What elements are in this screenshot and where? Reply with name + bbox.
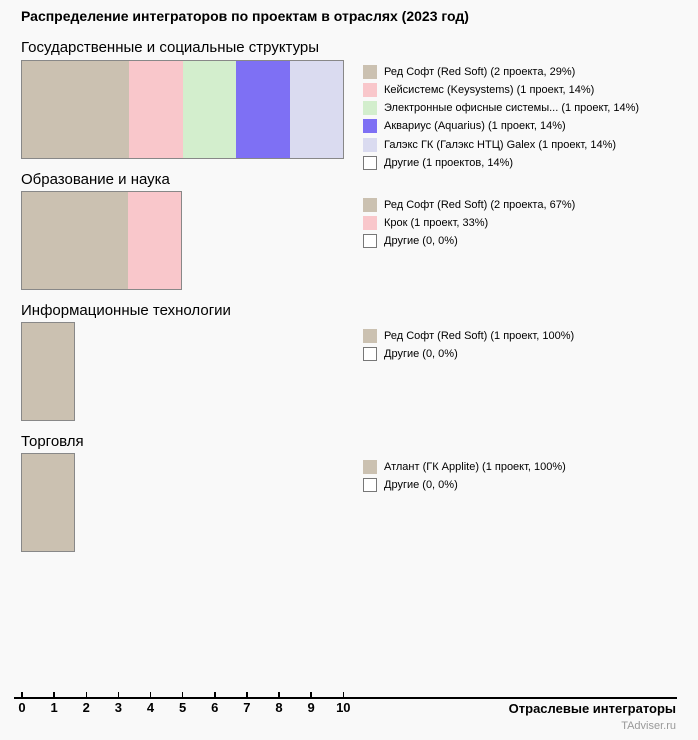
stacked-bar [21,60,344,159]
legend-row: Другие (0, 0%) [363,346,458,361]
x-axis-tick-label: 3 [114,700,122,715]
legend-row: Кейсистемс (Keysystems) (1 проект, 14%) [363,82,594,97]
x-axis-tick-label: 10 [336,700,351,715]
x-axis-tick [278,692,280,697]
stacked-bar [21,191,182,290]
legend-swatch [363,459,377,474]
chart-title: Государственные и социальные структуры [21,39,320,56]
legend-swatch [363,215,377,230]
legend-row: Аквариус (Aquarius) (1 проект, 14%) [363,119,566,134]
x-axis-tick [181,692,184,697]
x-axis-tick-label: 7 [243,700,251,715]
bar-segment [22,323,74,420]
x-axis-tick [342,692,345,697]
x-axis-tick-label: 5 [179,700,187,715]
legend-label: Атлант (ГК Applite) (1 проект, 100%) [384,460,566,473]
legend-row: Другие (1 проектов, 14%) [363,156,513,171]
watermark: TAdviser.ru [621,720,676,732]
legend-row: Ред Софт (Red Soft) (1 проект, 100%) [363,328,574,343]
chart-title: Образование и наука [21,171,170,188]
legend-row: Другие (0, 0%) [363,234,458,249]
x-axis-tick [149,692,152,697]
legend-label: Другие (0, 0%) [384,347,458,360]
legend-label: Ред Софт (Red Soft) (1 проект, 100%) [384,329,575,342]
stacked-bar [21,453,75,552]
x-axis-tick-label: 9 [307,700,315,715]
legend-label: Кейсистемс (Keysystems) (1 проект, 14%) [384,83,595,96]
x-axis-tick [117,692,120,697]
page-title: Распределение интеграторов по проектам в… [21,8,469,24]
bar-segment [22,192,128,289]
legend-label: Крок (1 проект, 33%) [384,216,489,229]
stacked-bar [21,322,75,421]
legend-label: Другие (0, 0%) [384,478,458,491]
bar-segment [129,61,183,158]
legend-swatch [363,119,377,134]
legend-swatch [363,82,377,97]
legend-label: Другие (0, 0%) [384,235,458,248]
legend-swatch [363,64,377,79]
legend-swatch [363,156,377,171]
bar-segment [22,454,74,551]
legend-row: Атлант (ГК Applite) (1 проект, 100%) [363,459,566,474]
bar-segment [289,61,343,158]
x-axis-tick-label: 1 [50,700,58,715]
bar-segment [236,61,290,158]
x-axis-tick [21,692,23,697]
legend-swatch [363,477,377,492]
x-axis-tick-label: 4 [146,700,155,715]
x-axis-tick [214,692,216,697]
legend-row: Ред Софт (Red Soft) (2 проекта, 29%) [363,64,575,79]
legend-row: Крок (1 проект, 33%) [363,215,488,230]
x-axis-tick [246,692,248,697]
legend-swatch [363,101,377,116]
bar-segment [22,61,129,158]
legend-swatch [363,137,377,152]
legend-swatch [363,346,377,361]
legend-label: Ред Софт (Red Soft) (2 проекта, 29%) [384,65,576,78]
x-axis-tick-label: 2 [82,700,90,715]
chart-title: Информационные технологии [21,302,231,319]
x-axis-label: Отраслевые интеграторы [508,701,676,716]
bar-segment [128,192,181,289]
x-axis-line [14,697,677,699]
x-axis-tick [85,692,87,697]
bar-segment [182,61,236,158]
legend-swatch [363,328,377,343]
legend-row: Ред Софт (Red Soft) (2 проекта, 67%) [363,197,575,212]
legend-row: Другие (0, 0%) [363,477,458,492]
legend-row: Электронные офисные системы... (1 проект… [363,101,639,116]
legend-swatch [363,234,377,249]
legend-label: Электронные офисные системы... (1 проект… [384,102,640,115]
legend-swatch [363,197,377,212]
legend-label: Другие (1 проектов, 14%) [384,157,514,170]
legend-label: Галэкс ГК (Галэкс НТЦ) Galex (1 проект, … [384,138,617,151]
chart-title: Торговля [21,433,84,450]
legend-label: Ред Софт (Red Soft) (2 проекта, 67%) [384,198,576,211]
legend-label: Аквариус (Aquarius) (1 проект, 14%) [384,120,566,133]
legend-row: Галэкс ГК (Галэкс НТЦ) Galex (1 проект, … [363,137,616,152]
x-axis-tick [310,692,312,697]
x-axis-tick-label: 8 [275,700,283,715]
x-axis-tick [53,692,55,697]
x-axis-tick-label: 6 [211,700,219,715]
x-axis-tick-label: 0 [18,700,26,715]
